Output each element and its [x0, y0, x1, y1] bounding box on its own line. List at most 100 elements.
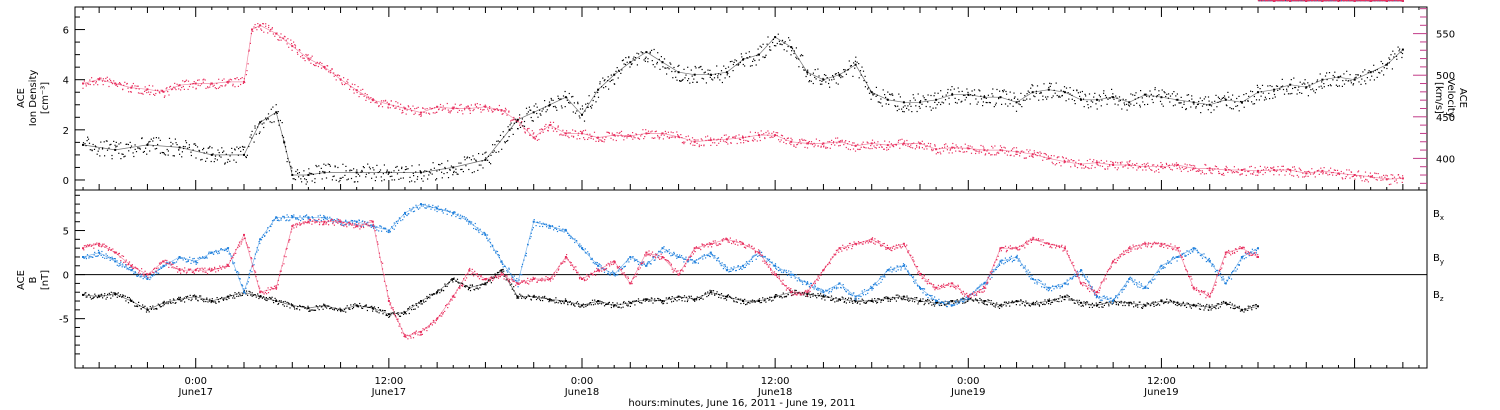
- bx-series-sample: [1138, 301, 1140, 303]
- bx-series-sample: [468, 287, 470, 289]
- bx-series-sample: [1073, 302, 1075, 304]
- velocity-series-sample: [664, 130, 666, 132]
- density-series-sample: [844, 69, 846, 71]
- density-series-sample: [578, 115, 580, 117]
- density-series-sample: [265, 117, 267, 119]
- velocity-series-sample: [262, 23, 265, 25]
- bx-series-sample: [1233, 308, 1235, 310]
- bx-series-sample: [978, 302, 980, 304]
- density-series-sample: [184, 146, 186, 148]
- velocity-series-sample: [237, 85, 239, 87]
- bx-series-sample: [670, 298, 672, 301]
- by-series-sample: [464, 218, 466, 220]
- density-series-sample: [835, 73, 837, 75]
- bx-series-sample: [902, 297, 904, 300]
- bx-series-sample: [534, 296, 536, 298]
- density-series-point: [1160, 96, 1163, 99]
- bx-series-sample: [128, 297, 130, 299]
- bx-series-sample: [754, 301, 756, 303]
- density-series-sample: [114, 144, 116, 146]
- bx-series-sample: [958, 301, 960, 303]
- velocity-series-sample: [818, 140, 821, 142]
- density-series-sample: [527, 111, 529, 113]
- bx-series-sample: [150, 308, 152, 310]
- bx-series-sample: [567, 302, 569, 304]
- velocity-series-sample: [1350, 171, 1353, 173]
- velocity-series-sample: [713, 138, 715, 140]
- density-series-sample: [281, 122, 283, 124]
- density-series-sample: [94, 145, 96, 147]
- velocity-series-sample: [813, 146, 815, 148]
- velocity-series-sample: [504, 107, 507, 109]
- velocity-series-sample: [1208, 169, 1210, 171]
- bx-series-sample: [474, 289, 476, 291]
- velocity-series-sample: [977, 150, 979, 152]
- bx-series-sample: [234, 292, 236, 294]
- bx-series-sample: [733, 300, 735, 302]
- bx-series-sample: [586, 304, 588, 306]
- velocity-series-sample: [873, 145, 875, 147]
- velocity-series-sample: [1365, 178, 1367, 180]
- density-series-sample: [953, 88, 955, 90]
- velocity-series-sample: [1218, 170, 1220, 173]
- velocity-series-sample: [1318, 169, 1320, 171]
- velocity-series-sample: [917, 141, 920, 143]
- bx-series-sample: [1218, 303, 1220, 305]
- by-series-sample: [88, 256, 90, 258]
- bx-series-sample: [900, 298, 902, 300]
- velocity-series-sample: [1020, 150, 1022, 152]
- velocity-series-sample: [1351, 176, 1353, 178]
- density-series-sample: [597, 91, 599, 94]
- velocity-series-sample: [1054, 164, 1056, 166]
- velocity-series-sample: [849, 149, 851, 151]
- bx-series-sample: [1193, 304, 1195, 306]
- by-series-sample: [398, 217, 400, 219]
- by-series-sample: [375, 227, 377, 229]
- bx-series-sample: [745, 304, 747, 306]
- density-series-sample: [819, 79, 821, 82]
- density-series-sample: [101, 148, 104, 150]
- velocity-series-sample: [1256, 171, 1258, 173]
- density-series-sample: [1183, 101, 1185, 103]
- velocity-series-sample: [234, 78, 236, 80]
- bx-series-sample: [187, 295, 189, 297]
- density-series-point: [532, 111, 535, 114]
- velocity-series-sample: [605, 136, 607, 138]
- by-series-sample: [512, 276, 514, 279]
- velocity-series-sample: [501, 113, 503, 115]
- density-series-sample: [1111, 88, 1113, 90]
- by-series-sample: [242, 285, 244, 287]
- bx-series-sample: [1112, 302, 1114, 304]
- density-series-sample: [504, 141, 506, 143]
- by-series-sample: [542, 222, 544, 224]
- bx-series-sample: [564, 298, 567, 300]
- density-series-sample: [148, 141, 150, 143]
- velocity-series-sample: [1099, 165, 1101, 167]
- velocity-series-sample: [187, 88, 189, 90]
- density-series-sample: [901, 108, 903, 110]
- bx-series-sample: [711, 290, 713, 292]
- density-series-sample: [1260, 91, 1262, 93]
- velocity-series-sample: [949, 148, 952, 150]
- density-series-sample: [428, 171, 430, 173]
- bx-series-sample: [92, 297, 94, 300]
- density-series-sample: [179, 153, 181, 155]
- density-series-sample: [1096, 108, 1098, 110]
- density-series-sample: [1191, 98, 1193, 100]
- velocity-series-sample: [1225, 165, 1227, 167]
- bx-series-sample: [489, 280, 491, 282]
- velocity-series-sample: [392, 104, 394, 107]
- density-series-sample: [654, 66, 656, 68]
- velocity-series-sample: [759, 139, 761, 142]
- density-series-sample: [1399, 48, 1401, 50]
- velocity-series-sample: [845, 146, 847, 149]
- density-series-sample: [1390, 54, 1392, 56]
- bx-series-sample: [84, 292, 86, 294]
- density-series-sample: [236, 146, 238, 148]
- density-series-sample: [516, 121, 518, 123]
- by-series-sample: [457, 213, 459, 215]
- density-series-sample: [185, 140, 187, 142]
- velocity-series-point: [886, 144, 889, 147]
- bx-series-sample: [695, 297, 697, 300]
- velocity-series-sample: [1162, 167, 1164, 170]
